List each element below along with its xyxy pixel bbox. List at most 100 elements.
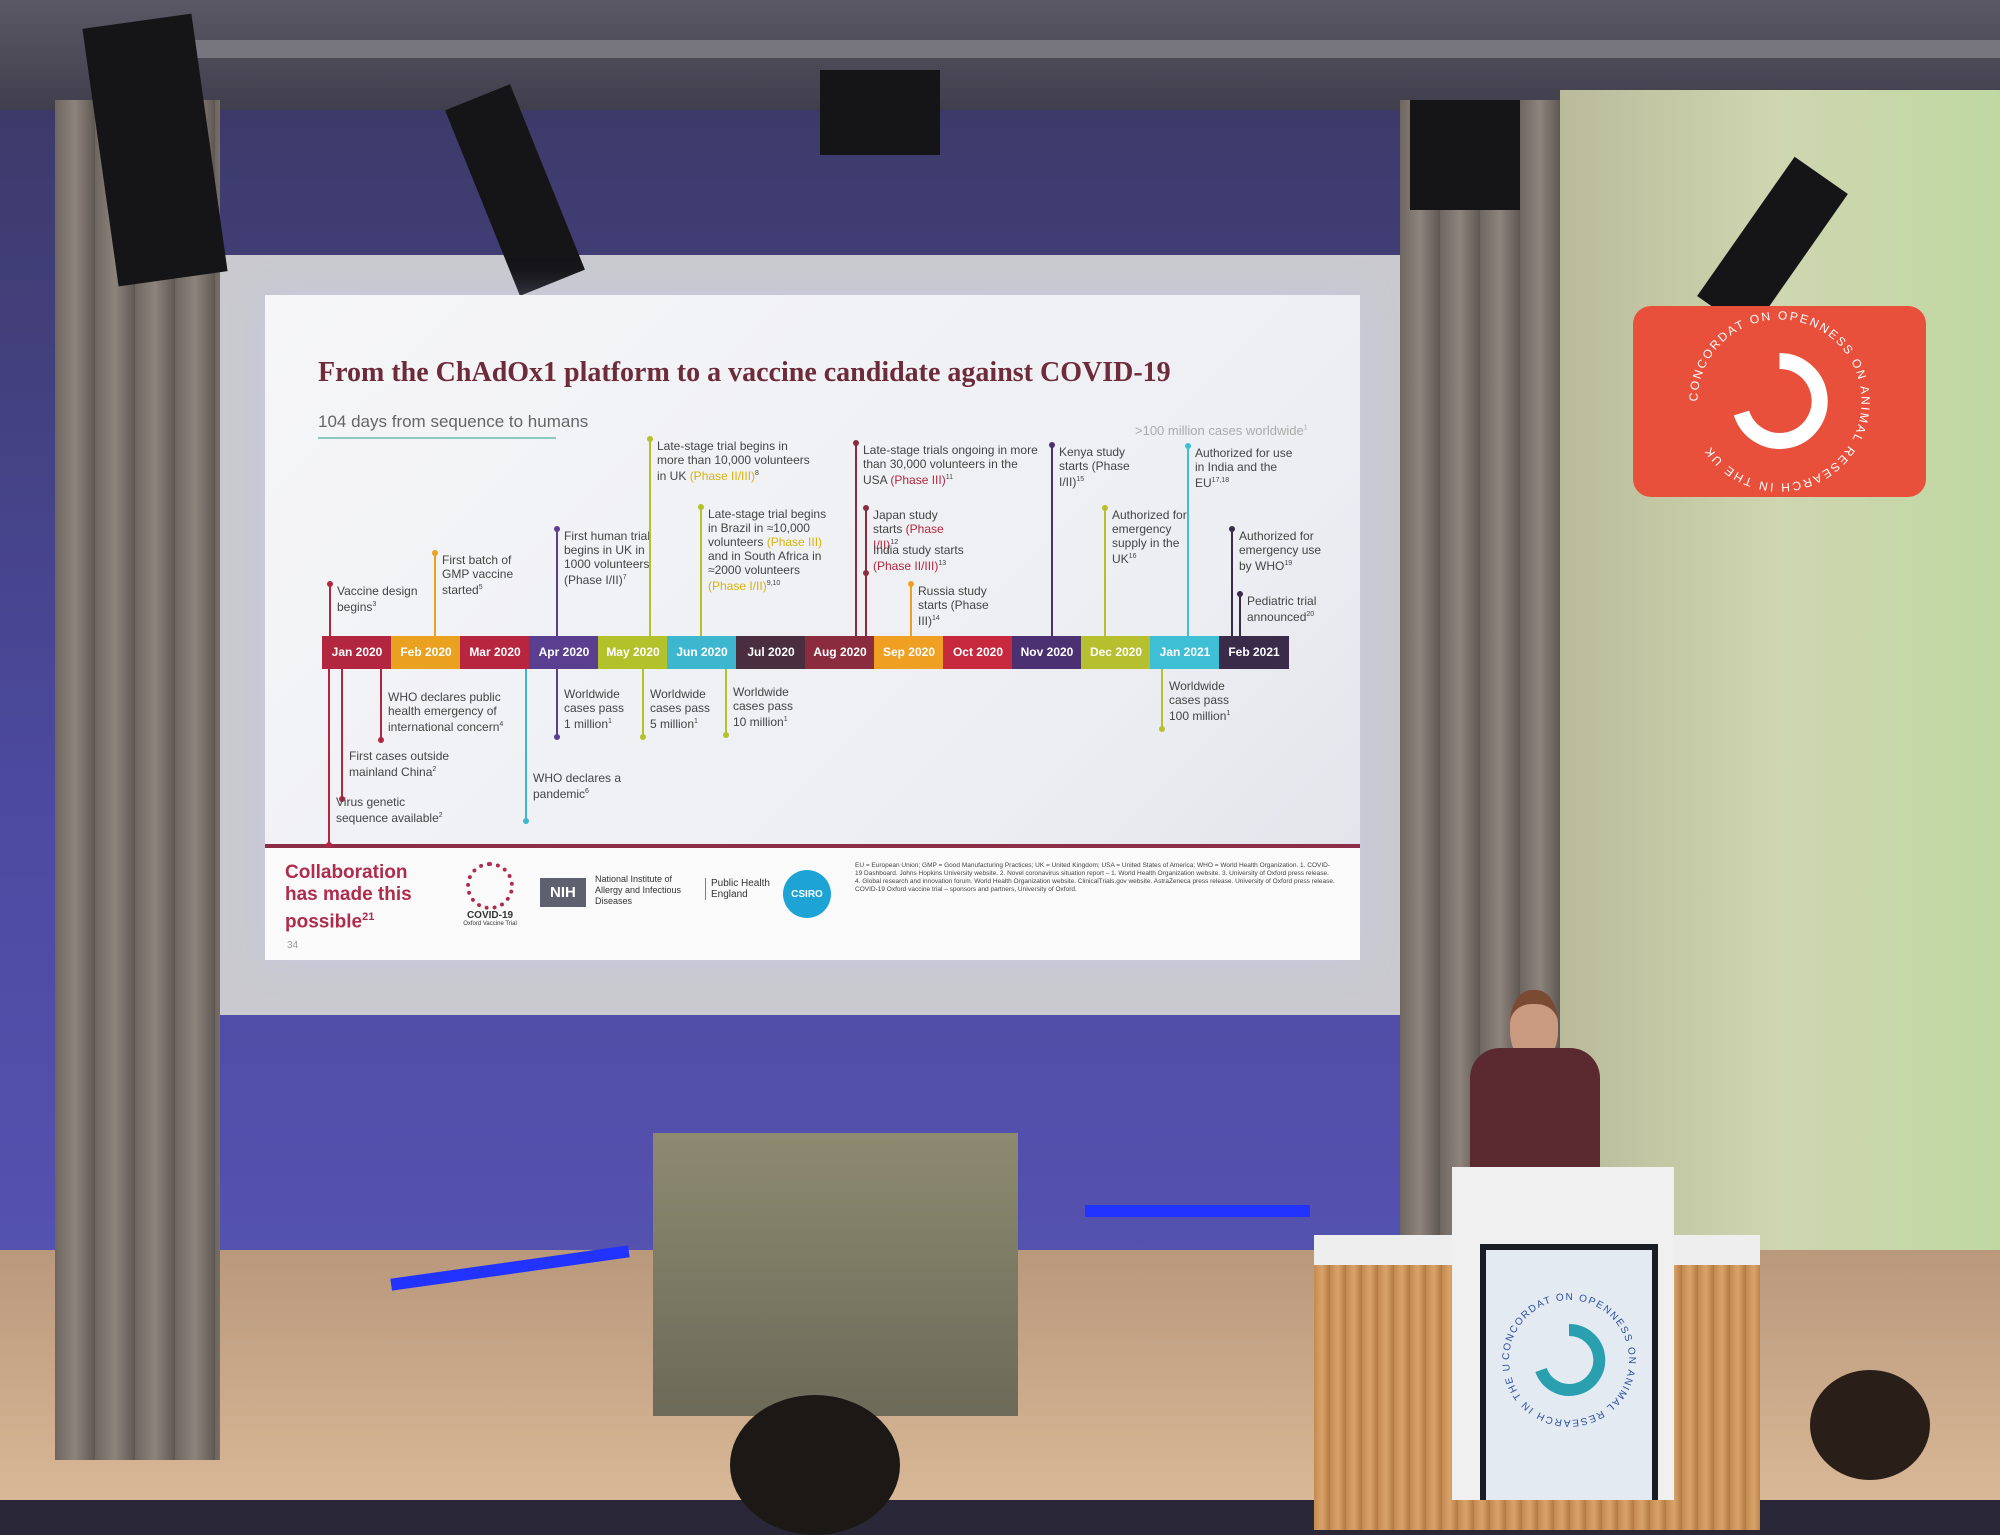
event-dot [723, 732, 729, 738]
event-text: (Phase II/III) [689, 469, 756, 483]
event-line [855, 443, 857, 636]
event-ref: 17,18 [1211, 477, 1230, 484]
event-text: (Phase I/II) [708, 579, 767, 593]
event-text: Authorized for use in India and the EU [1195, 446, 1293, 490]
event-label: Late-stage trial begins in more than 10,… [657, 439, 817, 483]
event-label: Japan study starts (Phase I/II)12 [873, 508, 968, 552]
event-text: Worldwide cases pass 100 million [1169, 679, 1230, 723]
lectern-logo-text: CONCORDAT ON OPENNESS ON ANIMAL RESEARCH… [1486, 1250, 1637, 1428]
event-ref: 3 [372, 601, 377, 608]
event-text: WHO declares a pandemic [533, 771, 622, 801]
event-label: First batch of GMP vaccine started5 [442, 553, 537, 597]
event-label: First cases outside mainland China2 [349, 749, 464, 779]
event-text: Late-stage trial begins in more than 10,… [657, 439, 810, 483]
event-line [1239, 594, 1241, 636]
event-label: Worldwide cases pass 5 million1 [650, 687, 720, 731]
event-label: Virus genetic sequence available2 [336, 795, 451, 825]
month-box: Aug 2020 [805, 636, 875, 669]
event-line [700, 507, 702, 636]
event-ref: 1 [694, 718, 698, 725]
event-label: Authorized for use in India and the EU17… [1195, 446, 1305, 490]
month-box: Sep 2020 [874, 636, 944, 669]
event-line [341, 669, 343, 799]
event-dot [1102, 505, 1108, 511]
month-box: Mar 2020 [460, 636, 530, 669]
stage-light [1410, 100, 1520, 210]
event-text: (Phase I/II) [873, 522, 944, 552]
event-line [1231, 529, 1233, 636]
event-label: Late-stage trial begins in Brazil in ≈10… [708, 507, 833, 593]
cases-note-text: >100 million cases worldwide [1135, 423, 1304, 438]
event-label: India study starts (Phase II/III)13 [873, 543, 968, 573]
event-text: Authorized for emergency supply in the U… [1112, 508, 1187, 566]
footer-rule [265, 844, 1360, 848]
covid-logo-title: COVID-19 [466, 910, 514, 921]
event-text: Worldwide cases pass 5 million [650, 687, 711, 731]
month-box: Apr 2020 [529, 636, 599, 669]
month-box: Jul 2020 [736, 636, 806, 669]
lectern-logo: CONCORDAT ON OPENNESS ON ANIMAL RESEARCH… [1482, 1242, 1652, 1500]
event-line [1161, 669, 1163, 729]
logo-text: CONCORDAT ON OPENNESS ON ANIMAL RESEARCH… [1686, 308, 1872, 494]
collaboration-text: Collaboration has made this possible [285, 862, 412, 933]
month-box: Nov 2020 [1012, 636, 1082, 669]
event-line [865, 573, 867, 636]
event-line [556, 529, 558, 636]
event-ref: 4 [499, 721, 504, 728]
event-label: Worldwide cases pass 100 million1 [1169, 679, 1239, 723]
wall-logo: CONCORDAT ON OPENNESS ON ANIMAL RESEARCH… [1633, 306, 1926, 497]
lectern-logo-path: CONCORDAT ON OPENNESS ON ANIMAL RESEARCH… [1482, 1242, 1636, 1428]
phe-logo: Public Health England [705, 878, 781, 900]
event-text: (Phase III) [766, 535, 823, 549]
event-label: Late-stage trials ongoing in more than 3… [863, 443, 1043, 487]
slide: From the ChAdOx1 platform to a vaccine c… [265, 295, 1360, 960]
event-label: Kenya study starts (Phase I/II)15 [1059, 445, 1149, 489]
event-ref: 12 [890, 539, 899, 546]
event-label: Russia study starts (Phase III)14 [918, 584, 1013, 628]
event-ref: 9,10 [766, 580, 781, 587]
lectern-screen: CONCORDAT ON OPENNESS ON ANIMAL RESEARCH… [1480, 1242, 1658, 1500]
event-dot [1049, 442, 1055, 448]
event-dot [554, 734, 560, 740]
event-label: Worldwide cases pass 1 million1 [564, 687, 634, 731]
event-text: and in South Africa in ≈2000 volunteers [708, 549, 822, 577]
truss-beam [180, 40, 2000, 58]
table [653, 1133, 1018, 1416]
nih-text: National Institute of Allergy and Infect… [595, 874, 682, 906]
event-label: Vaccine design begins3 [337, 584, 432, 614]
event-dot [326, 842, 332, 848]
slide-subtitle: 104 days from sequence to humans [318, 412, 589, 431]
event-line [1187, 446, 1189, 636]
event-dot [339, 796, 345, 802]
month-box: Feb 2021 [1219, 636, 1289, 669]
event-text: (Phase III) [890, 473, 946, 487]
event-label: Authorized for emergency supply in the U… [1112, 508, 1202, 566]
footnote: EU = European Union; GMP = Good Manufact… [855, 862, 1335, 893]
event-ref: 15 [1076, 476, 1085, 483]
event-line [649, 439, 651, 636]
event-text: First human trial begins in UK in 1000 v… [564, 529, 651, 587]
cases-note: >100 million cases worldwide1 [1135, 423, 1308, 438]
month-box: May 2020 [598, 636, 668, 669]
event-text: Russia study starts (Phase III) [918, 584, 989, 628]
led-bar [1085, 1205, 1310, 1217]
event-ref: 2 [432, 766, 437, 773]
event-dot [1237, 591, 1243, 597]
collaboration-ref: 21 [362, 911, 375, 923]
event-label: Pediatric trial announced20 [1247, 594, 1337, 624]
month-box: Dec 2020 [1081, 636, 1151, 669]
event-ref: 14 [932, 615, 940, 622]
event-ref: 8 [755, 470, 759, 477]
csiro-logo: CSIRO [783, 870, 831, 918]
event-line [642, 669, 644, 737]
event-line [380, 669, 382, 740]
month-box: Jan 2021 [1150, 636, 1220, 669]
event-line [329, 584, 331, 636]
event-dot [863, 570, 869, 576]
collaboration: Collaboration has made this possible21 [285, 862, 435, 933]
logo-text-path: CONCORDAT ON OPENNESS ON ANIMAL RESEARCH… [1686, 308, 1870, 494]
event-line [725, 669, 727, 735]
event-dot [1159, 726, 1165, 732]
event-label: Authorized for emergency use by WHO19 [1239, 529, 1329, 573]
event-text: First cases outside mainland China [349, 749, 450, 779]
